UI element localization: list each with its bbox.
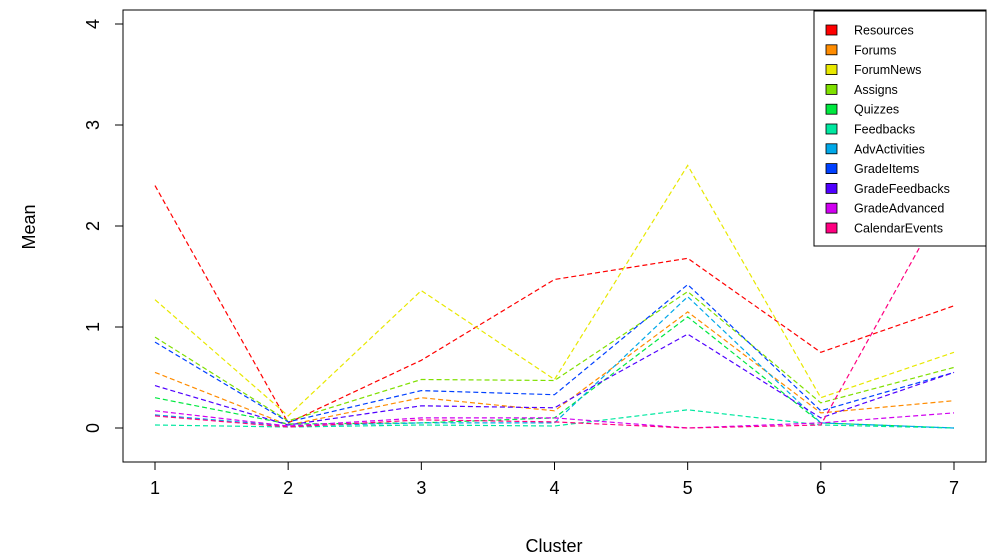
legend-swatch bbox=[825, 222, 838, 234]
series-line-resources bbox=[154, 185, 955, 424]
legend-swatch bbox=[825, 24, 838, 36]
legend-label: Assigns bbox=[854, 83, 898, 97]
y-tick-label: 1 bbox=[83, 322, 103, 332]
series-line-forums bbox=[154, 311, 955, 426]
series-layer bbox=[154, 164, 955, 429]
legend-label: Forums bbox=[854, 43, 896, 57]
legend-label: GradeFeedbacks bbox=[854, 182, 950, 196]
legend-swatch bbox=[825, 64, 838, 75]
legend-label: GradeItems bbox=[854, 162, 919, 176]
y-axis-title: Mean bbox=[19, 204, 39, 249]
x-axis: 1 2 3 4 5 6 7 bbox=[150, 461, 959, 498]
series-line-advactivities bbox=[154, 295, 955, 429]
x-tick-label: 3 bbox=[416, 478, 426, 498]
legend-label: GradeAdvanced bbox=[854, 202, 944, 216]
x-tick-label: 7 bbox=[949, 478, 959, 498]
x-axis-title: Cluster bbox=[525, 536, 582, 556]
series-line-assigns bbox=[154, 290, 955, 422]
x-tick-label: 2 bbox=[283, 478, 293, 498]
legend-swatch bbox=[825, 44, 838, 56]
series-line-gradeadvanced bbox=[154, 410, 955, 429]
y-tick-label: 4 bbox=[83, 19, 103, 29]
legend-swatch bbox=[825, 163, 838, 175]
y-tick-label: 2 bbox=[83, 221, 103, 231]
series-line-gradefeedbacks bbox=[154, 333, 955, 426]
x-tick-label: 5 bbox=[683, 478, 693, 498]
y-axis: 0 1 2 3 4 bbox=[83, 19, 124, 433]
legend-swatch bbox=[825, 123, 838, 135]
legend-swatch bbox=[825, 202, 838, 214]
legend-label: Resources bbox=[854, 24, 914, 38]
legend-swatch bbox=[825, 182, 838, 194]
legend-label: Quizzes bbox=[854, 103, 899, 117]
legend-box bbox=[813, 10, 987, 247]
x-tick-label: 6 bbox=[816, 478, 826, 498]
legend-label: AdvActivities bbox=[854, 142, 925, 156]
legend-swatch bbox=[825, 103, 838, 115]
legend-label: CalendarEvents bbox=[854, 222, 943, 236]
x-tick-label: 4 bbox=[549, 478, 559, 498]
legend: Resources Forums ForumNews Assigns Quizzes Fe… bbox=[813, 10, 987, 247]
y-tick-label: 3 bbox=[83, 120, 103, 130]
legend-label: ForumNews bbox=[854, 63, 921, 77]
legend-swatch bbox=[825, 84, 838, 95]
legend-swatch bbox=[825, 143, 838, 155]
x-tick-label: 1 bbox=[150, 478, 160, 498]
series-line-forumnews bbox=[154, 164, 955, 417]
series-line-calendarevents bbox=[154, 185, 955, 429]
y-tick-label: 0 bbox=[83, 423, 103, 433]
legend-label: Feedbacks bbox=[854, 123, 915, 137]
series-line-gradeitems bbox=[154, 283, 955, 423]
